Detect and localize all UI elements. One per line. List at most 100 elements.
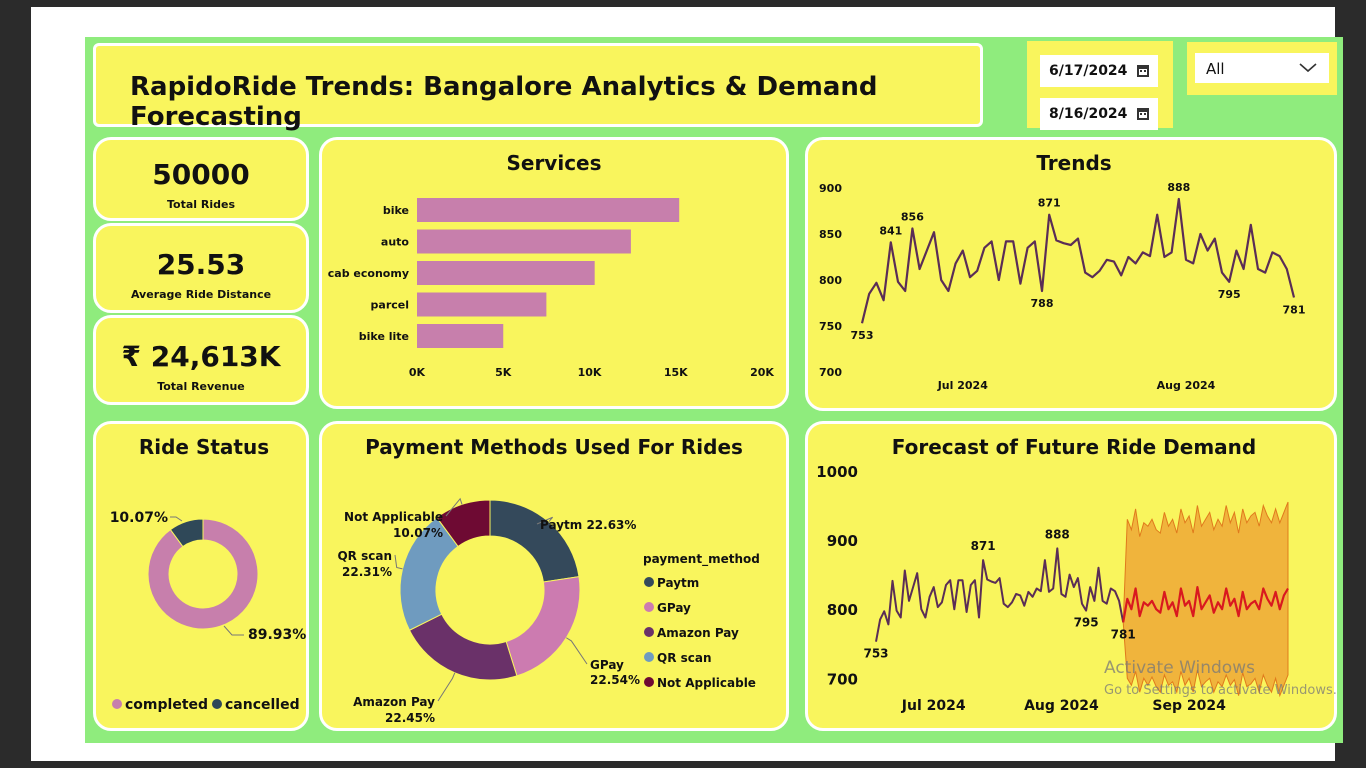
forecast-card: Forecast of Future Ride Demand 700 800 900 1…	[805, 421, 1337, 731]
legend-label: QR scan	[657, 651, 712, 665]
data-label: 856	[901, 210, 924, 223]
x-tick-label: Aug 2024	[1024, 698, 1099, 714]
data-label: Amazon Pay	[353, 695, 435, 709]
y-tick-label: 700	[819, 366, 842, 379]
data-label: 22.54%	[590, 673, 640, 687]
data-label: 781	[1111, 627, 1136, 641]
data-label: 841	[879, 224, 902, 237]
data-label: 795	[1074, 616, 1099, 630]
category-label: bike lite	[359, 330, 409, 343]
actual-line	[875, 547, 1125, 642]
trend-line	[860, 197, 1296, 324]
donut-slice	[489, 499, 580, 583]
ride-status-card: Ride Status 89.93% 10.07% completed cancelle…	[93, 421, 309, 731]
legend-label: GPay	[657, 601, 691, 615]
x-tick-label: Sep 2024	[1152, 698, 1226, 714]
category-label: auto	[381, 236, 410, 249]
data-label: 888	[1167, 181, 1190, 194]
leader-line	[437, 672, 456, 702]
category-label: bike	[383, 204, 409, 217]
data-label: Not Applicable	[344, 510, 443, 524]
chart-title: Payment Methods Used For Rides	[365, 435, 743, 459]
calendar-icon[interactable]	[1137, 65, 1149, 77]
data-label: 753	[863, 647, 888, 661]
chart-title: Forecast of Future Ride Demand	[892, 435, 1256, 459]
data-label: 10.07%	[393, 526, 443, 540]
data-label: 753	[851, 329, 874, 342]
legend-marker	[644, 602, 654, 612]
x-tick-label: Jul 2024	[901, 698, 966, 714]
trends-card: Trends 700 750 800 850 900 Jul 2024 Aug 2024 753…	[805, 137, 1337, 411]
y-tick-label: 700	[827, 670, 858, 688]
kpi-total-rides-value: 50000	[152, 158, 250, 191]
report-frame: RapidoRide Trends: Bangalore Analytics &…	[31, 7, 1343, 761]
legend-title: payment_method	[643, 552, 760, 567]
services-chart: Services bike auto cab economy parcel bike li…	[328, 151, 775, 379]
data-label: 888	[1045, 527, 1070, 541]
legend-label: completed	[125, 697, 208, 713]
dashboard-canvas: RapidoRide Trends: Bangalore Analytics &…	[85, 37, 1343, 743]
x-tick-label: 0K	[409, 366, 426, 379]
kpi-avg-distance-value: 25.53	[156, 248, 246, 281]
forecast-band	[1122, 501, 1289, 698]
bar	[417, 324, 504, 348]
legend-marker	[112, 699, 122, 709]
data-label: 10.07%	[110, 510, 168, 526]
y-tick-label: 900	[819, 182, 842, 195]
bar	[417, 292, 547, 317]
category-label: cab economy	[328, 267, 409, 280]
legend-marker	[212, 699, 222, 709]
y-tick-label: 750	[819, 320, 842, 333]
donut-slice	[169, 518, 204, 548]
data-label: 22.31%	[342, 565, 392, 579]
category-label: parcel	[371, 299, 409, 312]
calendar-icon[interactable]	[1137, 108, 1149, 120]
x-tick-label: 5K	[495, 366, 512, 379]
legend-label: Not Applicable	[657, 676, 756, 690]
end-date-input[interactable]: 8/16/2024	[1040, 98, 1158, 130]
category-dropdown[interactable]: All	[1195, 53, 1329, 83]
donut-slice	[147, 518, 259, 630]
donut-slice	[505, 576, 581, 677]
data-label: Paytm 22.63%	[540, 518, 636, 532]
bar	[417, 261, 595, 285]
y-tick-label: 850	[819, 228, 842, 241]
x-tick-label: 10K	[578, 366, 602, 379]
forecast-line	[1122, 586, 1289, 623]
kpi-total-rides-label: Total Rides	[166, 198, 235, 211]
kpi-revenue-label: Total Revenue	[157, 380, 245, 393]
x-tick-label: Aug 2024	[1157, 379, 1216, 392]
date-range-slicer: 6/17/2024 8/16/2024	[1027, 41, 1173, 130]
legend-label: Amazon Pay	[657, 626, 739, 640]
header-card: RapidoRide Trends: Bangalore Analytics &…	[93, 43, 983, 132]
start-date-input[interactable]: 6/17/2024	[1040, 55, 1158, 87]
legend-marker	[644, 652, 654, 662]
data-label: QR scan	[337, 549, 392, 563]
leader-line	[566, 637, 588, 665]
bar	[417, 229, 631, 254]
ride-status-chart: Ride Status 89.93% 10.07% completed cancelle…	[110, 435, 306, 713]
chart-title: Trends	[1036, 151, 1111, 175]
data-label: 871	[971, 539, 996, 553]
category-slicer: All	[1187, 42, 1337, 95]
chart-title: Ride Status	[139, 435, 269, 459]
data-label: GPay	[590, 658, 624, 672]
leader-line	[445, 497, 463, 517]
x-tick-label: 15K	[664, 366, 688, 379]
legend-label: cancelled	[225, 697, 300, 713]
forecast-chart: Forecast of Future Ride Demand 700 800 900 1…	[816, 435, 1289, 714]
chevron-down-icon[interactable]	[1299, 63, 1317, 73]
x-tick-label: 20K	[750, 366, 774, 379]
trends-chart: Trends 700 750 800 850 900 Jul 2024 Aug 2024 753…	[819, 151, 1306, 392]
donut-slice	[408, 613, 518, 681]
activate-windows-title: Activate Windows	[1104, 658, 1255, 678]
payment-methods-card: Payment Methods Used For Rides Paytm 22.6…	[319, 421, 789, 731]
start-date-value: 6/17/2024	[1049, 63, 1128, 79]
activate-windows-subtitle: Go to Settings to activate Windows.	[1104, 683, 1337, 698]
data-label: 781	[1283, 303, 1306, 316]
kpi-total-rides-card: 50000 Total Rides	[93, 137, 309, 221]
legend-label: Paytm	[657, 576, 699, 590]
y-tick-label: 800	[819, 274, 842, 287]
end-date-value: 8/16/2024	[1049, 106, 1128, 122]
y-tick-label: 800	[827, 601, 858, 619]
